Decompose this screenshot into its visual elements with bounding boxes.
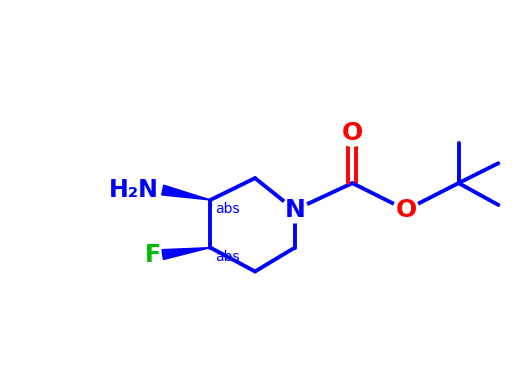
- Text: N: N: [285, 198, 305, 222]
- Circle shape: [340, 120, 365, 146]
- Circle shape: [393, 197, 419, 223]
- Polygon shape: [162, 185, 210, 200]
- Text: F: F: [145, 242, 161, 267]
- Text: H₂N: H₂N: [109, 178, 159, 202]
- Circle shape: [282, 197, 308, 223]
- Polygon shape: [162, 248, 210, 260]
- Text: abs: abs: [215, 249, 240, 264]
- Text: abs: abs: [215, 202, 240, 216]
- Text: O: O: [342, 122, 363, 145]
- Text: O: O: [395, 198, 417, 222]
